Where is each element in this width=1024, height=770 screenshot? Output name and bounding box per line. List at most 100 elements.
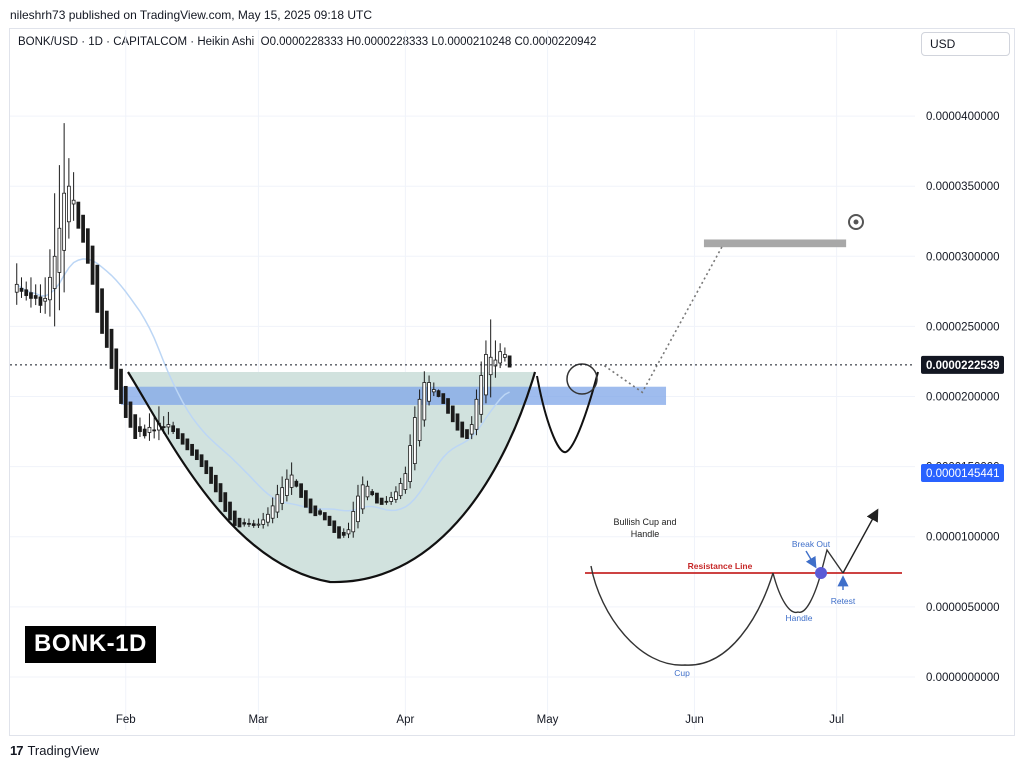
- candle-body: [450, 405, 455, 423]
- tradingview-logo-icon: 17: [10, 743, 24, 758]
- cup-curve: [127, 371, 537, 584]
- candle-body: [251, 523, 256, 526]
- candle-body: [199, 454, 204, 468]
- candle-body: [38, 296, 43, 306]
- candle-body: [52, 255, 57, 289]
- candle-body: [356, 495, 360, 523]
- candle-body: [81, 214, 85, 243]
- candle-body: [427, 382, 431, 402]
- candle-body: [379, 497, 384, 505]
- candle-body: [242, 522, 247, 525]
- candle-body: [294, 480, 299, 487]
- candle-body: [417, 398, 422, 441]
- candle-body: [190, 443, 194, 456]
- candle-body: [479, 375, 484, 415]
- currency-button[interactable]: USD: [921, 32, 1010, 56]
- candle-body: [147, 426, 152, 433]
- candle-body: [261, 519, 266, 525]
- candle-body: [213, 474, 218, 493]
- candle-body: [313, 505, 318, 517]
- candle-body: [71, 199, 76, 205]
- candle-body: [469, 424, 474, 435]
- candle-body: [104, 310, 109, 348]
- candle-body: [408, 445, 412, 483]
- candle-body: [95, 264, 100, 313]
- candle-body: [474, 398, 479, 430]
- candle-body: [446, 398, 450, 414]
- candle-body: [337, 526, 341, 539]
- candle-body: [33, 295, 38, 299]
- target-zone: [703, 239, 847, 248]
- ma-price-tag: [921, 464, 1004, 483]
- y-tick-label: 0.0000250000: [926, 321, 1000, 333]
- candle-body: [100, 288, 104, 334]
- candle-body: [398, 483, 403, 497]
- candle-body: [285, 478, 289, 496]
- inset-cup: [590, 565, 774, 666]
- candle-body: [299, 483, 303, 498]
- candle-body: [412, 417, 417, 465]
- symbol-header: BONK/USD · 1D · CAPITALCOM · Heikin Ashi…: [18, 36, 596, 48]
- time-axis: Feb Mar Apr May Jun Jul: [116, 714, 844, 726]
- candle-body: [507, 355, 512, 368]
- candle-body: [57, 227, 62, 273]
- ohlc-values: O0.0000228333 H0.0000228333 L0.000021024…: [260, 36, 597, 48]
- y-tick-label: 0.0000100000: [926, 532, 1000, 544]
- candle-body: [237, 517, 242, 528]
- y-tick-label: 0.0000350000: [926, 181, 1000, 193]
- y-tick-label: 0.0000050000: [926, 602, 1000, 614]
- publisher-line: nileshrh73 published on TradingView.com,…: [10, 8, 372, 22]
- candle-body: [341, 532, 346, 536]
- inset-title-line1: Bullish Cup and: [613, 517, 676, 527]
- candles: [14, 123, 512, 539]
- symbol-badge: BONK-1D: [25, 626, 156, 663]
- candle-body: [228, 501, 232, 521]
- candle-body: [123, 385, 128, 418]
- brand-label: TradingView: [27, 743, 100, 758]
- pattern-inset: Bullish Cup and Handle Resistance Line B…: [585, 508, 902, 678]
- x-tick-label: Feb: [116, 714, 136, 726]
- x-tick-label: Mar: [249, 714, 269, 726]
- candle-body: [223, 492, 228, 512]
- candle-body: [375, 492, 379, 504]
- candle-body: [488, 356, 493, 376]
- candle-body: [62, 192, 67, 251]
- inset-title-line2: Handle: [631, 529, 660, 539]
- candle-body: [322, 512, 327, 521]
- y-tick-label: 0.0000400000: [926, 111, 1000, 123]
- handle-curve: [536, 371, 599, 454]
- cup-fill: [128, 372, 535, 583]
- tradingview-brand[interactable]: 17 TradingView: [10, 743, 99, 758]
- candle-body: [247, 522, 251, 525]
- x-tick-label: Jun: [685, 714, 704, 726]
- cup-outline: [127, 363, 599, 584]
- y-tick-label: 0.0000000000: [926, 672, 1000, 684]
- x-tick-label: Apr: [396, 714, 414, 726]
- inset-up-arrow: [842, 508, 879, 574]
- candle-body: [176, 428, 180, 439]
- candle-body: [498, 351, 503, 364]
- candle-body: [232, 510, 237, 526]
- candle-body: [256, 523, 261, 526]
- candle-body: [152, 429, 157, 432]
- retest-label: Retest: [831, 596, 856, 606]
- candle-body: [85, 228, 90, 264]
- inset-breakout-move: [820, 548, 844, 574]
- candle-body: [119, 368, 123, 404]
- candle-body: [67, 185, 71, 223]
- candle-body: [436, 390, 441, 397]
- cup-pattern: [128, 372, 535, 583]
- candle-body: [209, 466, 213, 484]
- price-axis: 0.0000400000 0.0000350000 0.0000300000 0.00…: [926, 111, 1000, 684]
- candle-body: [351, 511, 356, 533]
- candle-body: [109, 328, 114, 369]
- candle-body: [441, 393, 446, 404]
- moving-average-line: [16, 258, 510, 512]
- candle-body: [76, 201, 81, 229]
- candle-body: [389, 497, 394, 502]
- x-tick-label: Jul: [829, 714, 844, 726]
- candle-body: [270, 505, 275, 519]
- symbol-info: BONK/USD · 1D · CAPITALCOM · Heikin Ashi: [18, 36, 255, 48]
- ma-price-label: 0.0000145441: [926, 468, 1000, 480]
